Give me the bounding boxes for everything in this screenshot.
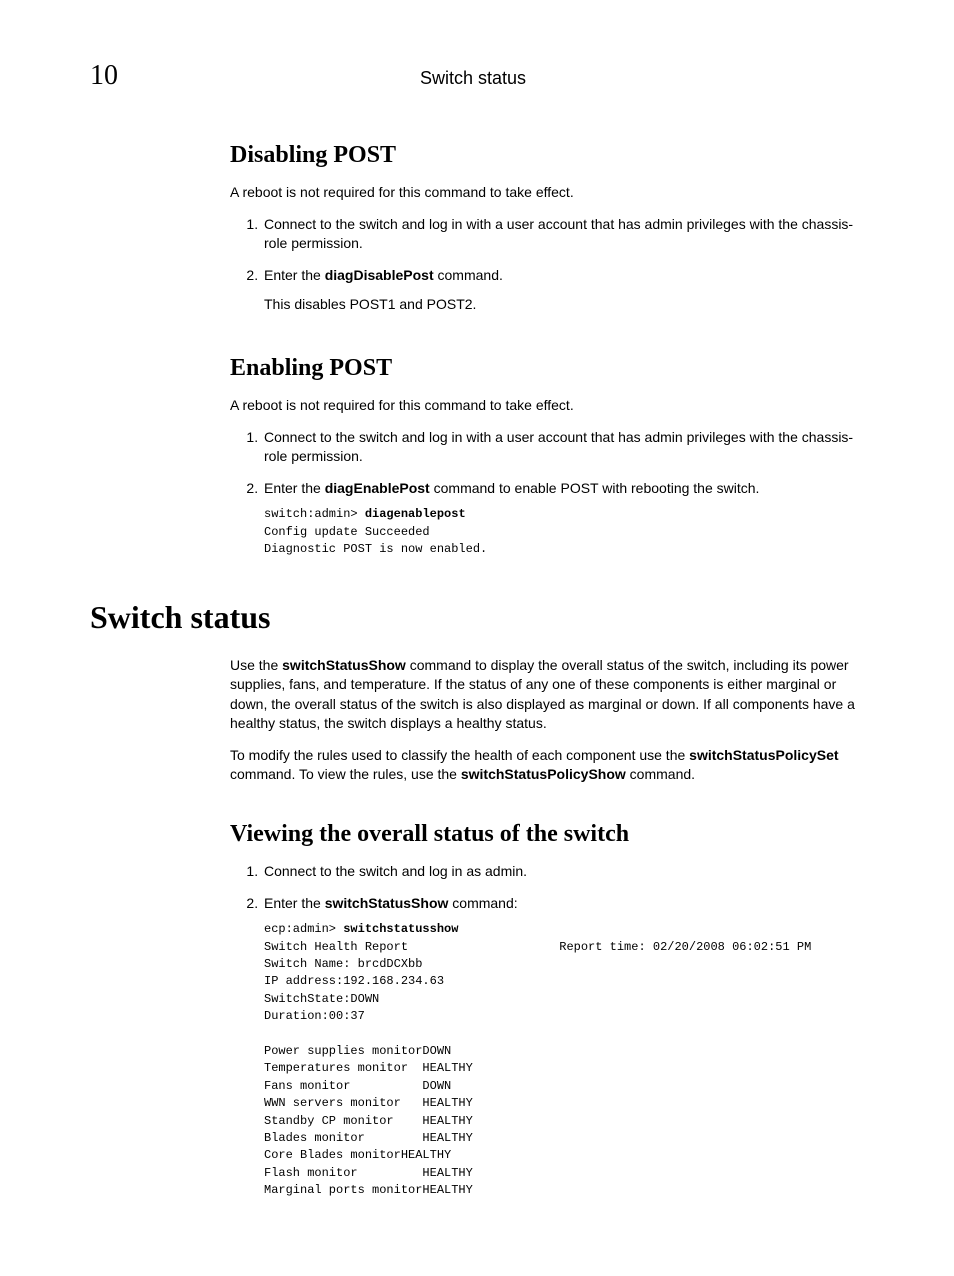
step-text: Connect to the switch and log in with a …: [264, 216, 853, 252]
step-item: Connect to the switch and log in as admi…: [262, 862, 864, 882]
step-item: Enter the switchStatusShow command: ecp:…: [262, 894, 864, 1200]
step-item: Enter the diagEnablePost command to enab…: [262, 479, 864, 559]
code-prompt: switch:admin>: [264, 507, 365, 521]
command-name: switchStatusPolicyShow: [461, 766, 626, 782]
step-text-b: command to enable POST with rebooting th…: [430, 480, 760, 496]
code-block: switch:admin> diagenablepost Config upda…: [264, 506, 864, 558]
step-text-b: command:: [448, 895, 517, 911]
steps-list: Connect to the switch and log in as admi…: [230, 862, 864, 1199]
page-container: 10 Switch status Disabling POST A reboot…: [0, 0, 954, 1276]
command-name: switchStatusShow: [325, 895, 449, 911]
section-viewing-status: Viewing the overall status of the switch…: [230, 821, 864, 1199]
text-a: Use the: [230, 657, 282, 673]
para-intro: A reboot is not required for this comman…: [230, 396, 864, 416]
code-command: switchstatusshow: [343, 922, 458, 936]
command-name: diagDisablePost: [325, 267, 434, 283]
code-block: ecp:admin> switchstatusshow Switch Healt…: [264, 921, 864, 1199]
step-text: Connect to the switch and log in as admi…: [264, 863, 527, 879]
step-item: Connect to the switch and log in with a …: [262, 215, 864, 254]
code-output: Switch Health Report Report time: 02/20/…: [264, 940, 811, 1197]
steps-list: Connect to the switch and log in with a …: [230, 215, 864, 315]
code-prompt: ecp:admin>: [264, 922, 343, 936]
code-command: diagenablepost: [365, 507, 466, 521]
step-text-a: Enter the: [264, 480, 325, 496]
command-name: switchStatusShow: [282, 657, 406, 673]
heading-enabling-post: Enabling POST: [230, 355, 864, 382]
step-text-b: command.: [434, 267, 503, 283]
section-disabling-post: Disabling POST A reboot is not required …: [230, 142, 864, 315]
step-text: Connect to the switch and log in with a …: [264, 429, 853, 465]
heading-viewing-status: Viewing the overall status of the switch: [230, 821, 864, 848]
page-header: 10 Switch status: [90, 60, 864, 92]
section-enabling-post: Enabling POST A reboot is not required f…: [230, 355, 864, 559]
text-a: To modify the rules used to classify the…: [230, 747, 689, 763]
command-name: diagEnablePost: [325, 480, 430, 496]
steps-list: Connect to the switch and log in with a …: [230, 428, 864, 559]
page-number: 10: [90, 60, 230, 92]
section-switch-status: Use the switchStatusShow command to disp…: [230, 656, 864, 786]
text-b: command. To view the rules, use the: [230, 766, 461, 782]
step-item: Connect to the switch and log in with a …: [262, 428, 864, 467]
para-switch-status-2: To modify the rules used to classify the…: [230, 746, 864, 785]
step-subtext: This disables POST1 and POST2.: [264, 295, 864, 315]
running-title: Switch status: [420, 68, 526, 89]
heading-switch-status: Switch status: [90, 599, 864, 636]
step-item: Enter the diagDisablePost command. This …: [262, 266, 864, 315]
command-name: switchStatusPolicySet: [689, 747, 838, 763]
code-output: Config update Succeeded Diagnostic POST …: [264, 525, 487, 556]
step-text-a: Enter the: [264, 267, 325, 283]
heading-disabling-post: Disabling POST: [230, 142, 864, 169]
text-c: command.: [626, 766, 695, 782]
para-switch-status-1: Use the switchStatusShow command to disp…: [230, 656, 864, 734]
step-text-a: Enter the: [264, 895, 325, 911]
para-intro: A reboot is not required for this comman…: [230, 183, 864, 203]
